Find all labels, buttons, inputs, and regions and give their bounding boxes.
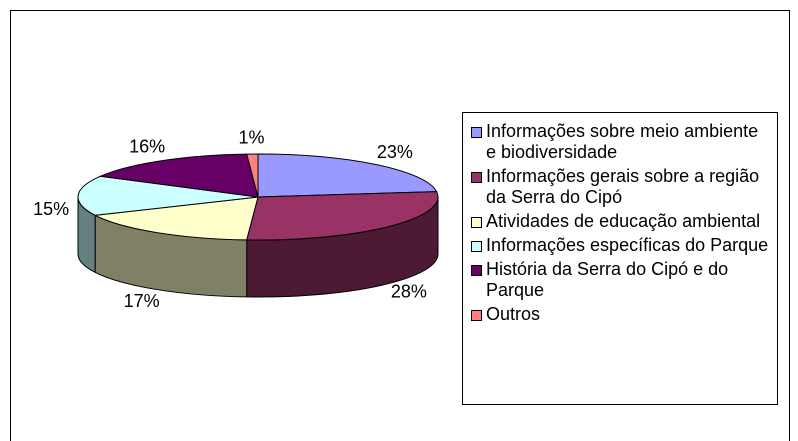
data-label: 15% [33,199,69,219]
legend-item: Informações gerais sobre a região da Ser… [471,166,771,208]
legend-item: Outros [471,304,771,325]
data-label: 28% [391,282,427,302]
legend-label: Atividades de educação ambiental [486,211,761,231]
legend-item: Informações sobre meio ambiente e biodiv… [471,121,771,163]
legend-swatch [471,172,482,183]
legend-swatch [471,127,482,138]
slice [246,191,439,241]
data-label: 17% [124,291,160,311]
legend-swatch [471,241,482,252]
legend-swatch [471,310,482,321]
legend-swatch [471,217,482,228]
legend-swatch [471,265,482,276]
legend-label: Informações gerais sobre a região da Ser… [486,166,760,207]
legend-item: Atividades de educação ambiental [471,211,771,232]
slice [77,175,259,216]
slice [246,153,259,198]
legend-item: Informações específicas do Parque [471,235,771,256]
legend-label: Informações sobre meio ambiente e biodiv… [486,121,759,162]
data-label: 23% [377,142,413,162]
data-label: 16% [129,137,165,157]
data-label: 1% [238,128,264,148]
legend-label: História da Serra do Cipó e do Parque [486,259,729,300]
slice [257,153,438,198]
legend-label: Informações específicas do Parque [486,235,769,255]
slice [98,153,259,198]
slice [93,196,259,241]
legend-label: Outros [486,304,541,324]
legend-item: História da Serra do Cipó e do Parque [471,259,771,301]
legend: Informações sobre meio ambiente e biodiv… [462,112,778,405]
chart-frame [10,10,790,441]
